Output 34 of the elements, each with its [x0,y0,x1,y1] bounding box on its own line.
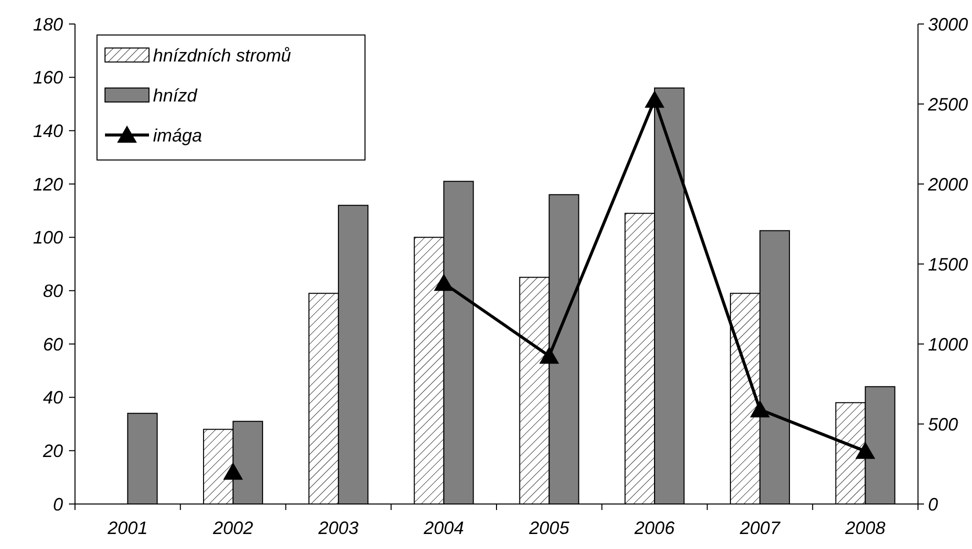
y-tick-label: 60 [42,334,63,354]
y-tick-label: 160 [32,68,63,88]
y2-tick-label: 3000 [928,14,968,34]
x-tick-label: 2004 [422,518,464,538]
point [434,274,454,291]
legend-label: hnízdních stromů [153,45,292,66]
x-tick-label: 2008 [844,518,886,538]
point [750,400,770,418]
x-tick-label: 2002 [212,518,254,538]
y-tick-label: 100 [32,228,63,248]
y-tick-label: 20 [42,440,63,461]
legend-label: imága [153,125,202,146]
x-tick-label: 2003 [317,518,358,538]
y2-tick-label: 2500 [927,94,968,114]
point [644,90,664,108]
y2-tick-label: 0 [928,494,938,514]
y-tick-label: 140 [32,120,63,141]
point [855,442,876,459]
y2-tick-label: 500 [928,414,958,434]
x-tick-label: 2005 [528,518,570,538]
x-tick-label: 2001 [106,518,148,538]
y-tick-label: 40 [42,388,63,408]
y2-tick-label: 1500 [928,254,968,274]
y-tick-label: 0 [52,494,63,514]
x-tick-label: 2006 [634,518,676,538]
x-tick-label: 2007 [738,518,781,538]
y-tick-label: 180 [32,14,63,34]
point [223,462,243,480]
legend-label: hnízd [153,85,198,106]
point [539,346,560,364]
y2-tick-label: 2000 [927,174,968,194]
y2-tick-label: 1000 [928,334,968,354]
y-tick-label: 120 [32,174,63,194]
y-tick-label: 80 [42,280,63,301]
